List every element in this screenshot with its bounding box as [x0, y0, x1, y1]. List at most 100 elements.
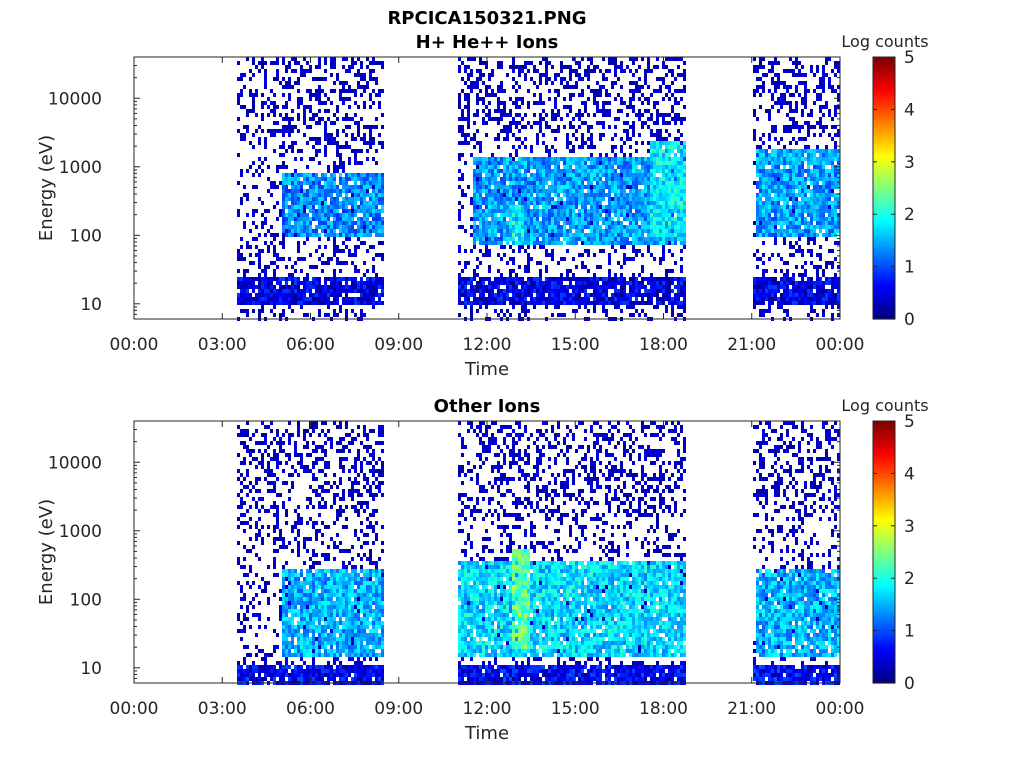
colorbar-segment	[873, 470, 895, 474]
colorbar-segment	[873, 122, 895, 126]
colorbar-segment	[873, 85, 895, 90]
colorbar-segment	[873, 641, 895, 645]
colorbar-tick-label: 1	[904, 258, 915, 278]
colorbar-segment	[873, 182, 895, 186]
colorbar-segment	[873, 591, 895, 595]
y-tick-label: 10000	[48, 453, 102, 473]
colorbar-segment	[873, 489, 895, 493]
colorbar-segment	[873, 654, 895, 658]
colorbar-segment	[873, 146, 895, 150]
colorbar-segment	[873, 96, 895, 100]
x-tick-label: 06:00	[286, 335, 335, 355]
colorbar-segment	[873, 664, 895, 668]
colorbar-segment	[873, 638, 895, 642]
colorbar-tick-label: 0	[904, 674, 915, 694]
colorbar-segment	[873, 672, 895, 676]
colorbar-segment	[873, 669, 895, 674]
colorbar-segment	[873, 308, 895, 312]
colorbar: 0 1 2 3 4 5	[872, 48, 915, 330]
colorbar-segment	[873, 135, 895, 139]
colorbar-segment	[873, 648, 895, 653]
x-tick-label: 18:00	[639, 699, 688, 719]
colorbar-segment	[873, 80, 895, 84]
colorbar-segment	[873, 478, 895, 482]
colorbar-segment	[873, 554, 895, 558]
colorbar-segment	[873, 282, 895, 286]
colorbar-segment	[873, 190, 895, 194]
colorbar-segment	[873, 457, 895, 461]
colorbar-segment	[873, 612, 895, 616]
colorbar-segment	[873, 313, 895, 317]
colorbar-tick-label: 3	[904, 153, 915, 173]
colorbar-segment	[873, 125, 895, 129]
colorbar-segment	[873, 620, 895, 624]
colorbar-segment	[873, 421, 895, 425]
colorbar-segment	[873, 552, 895, 556]
colorbar-segment	[873, 143, 895, 147]
colorbar-segment	[873, 465, 895, 469]
colorbar-segment	[873, 502, 895, 506]
colorbar-segment	[873, 112, 895, 116]
colorbar-segment	[873, 536, 895, 540]
colorbar-segment	[873, 279, 895, 283]
colorbar-segment	[873, 512, 895, 516]
x-tick-label: 00:00	[110, 335, 159, 355]
colorbar-segment	[873, 303, 895, 307]
colorbar-segment	[873, 586, 895, 590]
x-tick-label: 09:00	[374, 335, 423, 355]
figure-title: RPCICA150321.PNG	[387, 8, 586, 29]
y-tick-label: 10	[80, 659, 102, 679]
colorbar-segment	[873, 570, 895, 574]
colorbar-segment	[873, 481, 895, 485]
colorbar-segment	[873, 667, 895, 671]
colorbar-segment	[873, 510, 895, 514]
x-tick-label: 03:00	[198, 335, 247, 355]
colorbar-segment	[873, 431, 895, 435]
colorbar-segment	[873, 119, 895, 124]
colorbar-segment	[873, 253, 895, 257]
colorbar-segment	[873, 562, 895, 566]
colorbar-tick-label: 2	[904, 205, 915, 225]
colorbar-segment	[873, 311, 895, 315]
panel-title: H+ He++ Ions	[416, 32, 559, 53]
colorbar-segment	[873, 607, 895, 611]
colorbar-segment	[873, 177, 895, 181]
colorbar-segment	[873, 227, 895, 231]
colorbar-segment	[873, 153, 895, 158]
colorbar-segment	[873, 651, 895, 655]
colorbar-segment	[873, 256, 895, 260]
colorbar-segment	[873, 496, 895, 501]
colorbar-segment	[873, 248, 895, 252]
colorbar-segment	[873, 274, 895, 278]
colorbar-segment	[873, 601, 895, 605]
colorbar-segment	[873, 578, 895, 582]
colorbar-segment	[873, 75, 895, 79]
colorbar-segment	[873, 214, 895, 218]
axis-ticks: 00:00 03:00 06:00 09:00 12:00 15:00 18:00 21:00…	[48, 56, 865, 355]
colorbar-segment	[873, 290, 895, 294]
panel-title: Other Ions	[434, 396, 541, 417]
colorbar-segment	[873, 659, 895, 663]
colorbar-segment	[873, 83, 895, 87]
colorbar-tick-label: 4	[904, 100, 915, 120]
colorbar-tick-label: 4	[904, 464, 915, 484]
colorbar-segment	[873, 434, 895, 438]
x-tick-label: 12:00	[463, 335, 512, 355]
colorbar-segment	[873, 151, 895, 155]
colorbar-segment	[873, 261, 895, 265]
y-tick-label: 100	[70, 590, 102, 610]
colorbar-segment	[873, 533, 895, 537]
colorbar-segment	[873, 59, 895, 63]
colorbar-segment	[873, 428, 895, 433]
colorbar-segment	[873, 580, 895, 585]
colorbar-segment	[873, 476, 895, 480]
x-tick-label: 15:00	[551, 699, 600, 719]
spectrogram-image	[237, 421, 840, 685]
colorbar-segment	[873, 206, 895, 210]
x-tick-label: 15:00	[551, 335, 600, 355]
colorbar-frame	[872, 420, 896, 684]
colorbar-segment	[873, 588, 895, 592]
colorbar-segment	[873, 517, 895, 522]
colorbar-segment	[873, 622, 895, 626]
colorbar-segment	[873, 287, 895, 291]
